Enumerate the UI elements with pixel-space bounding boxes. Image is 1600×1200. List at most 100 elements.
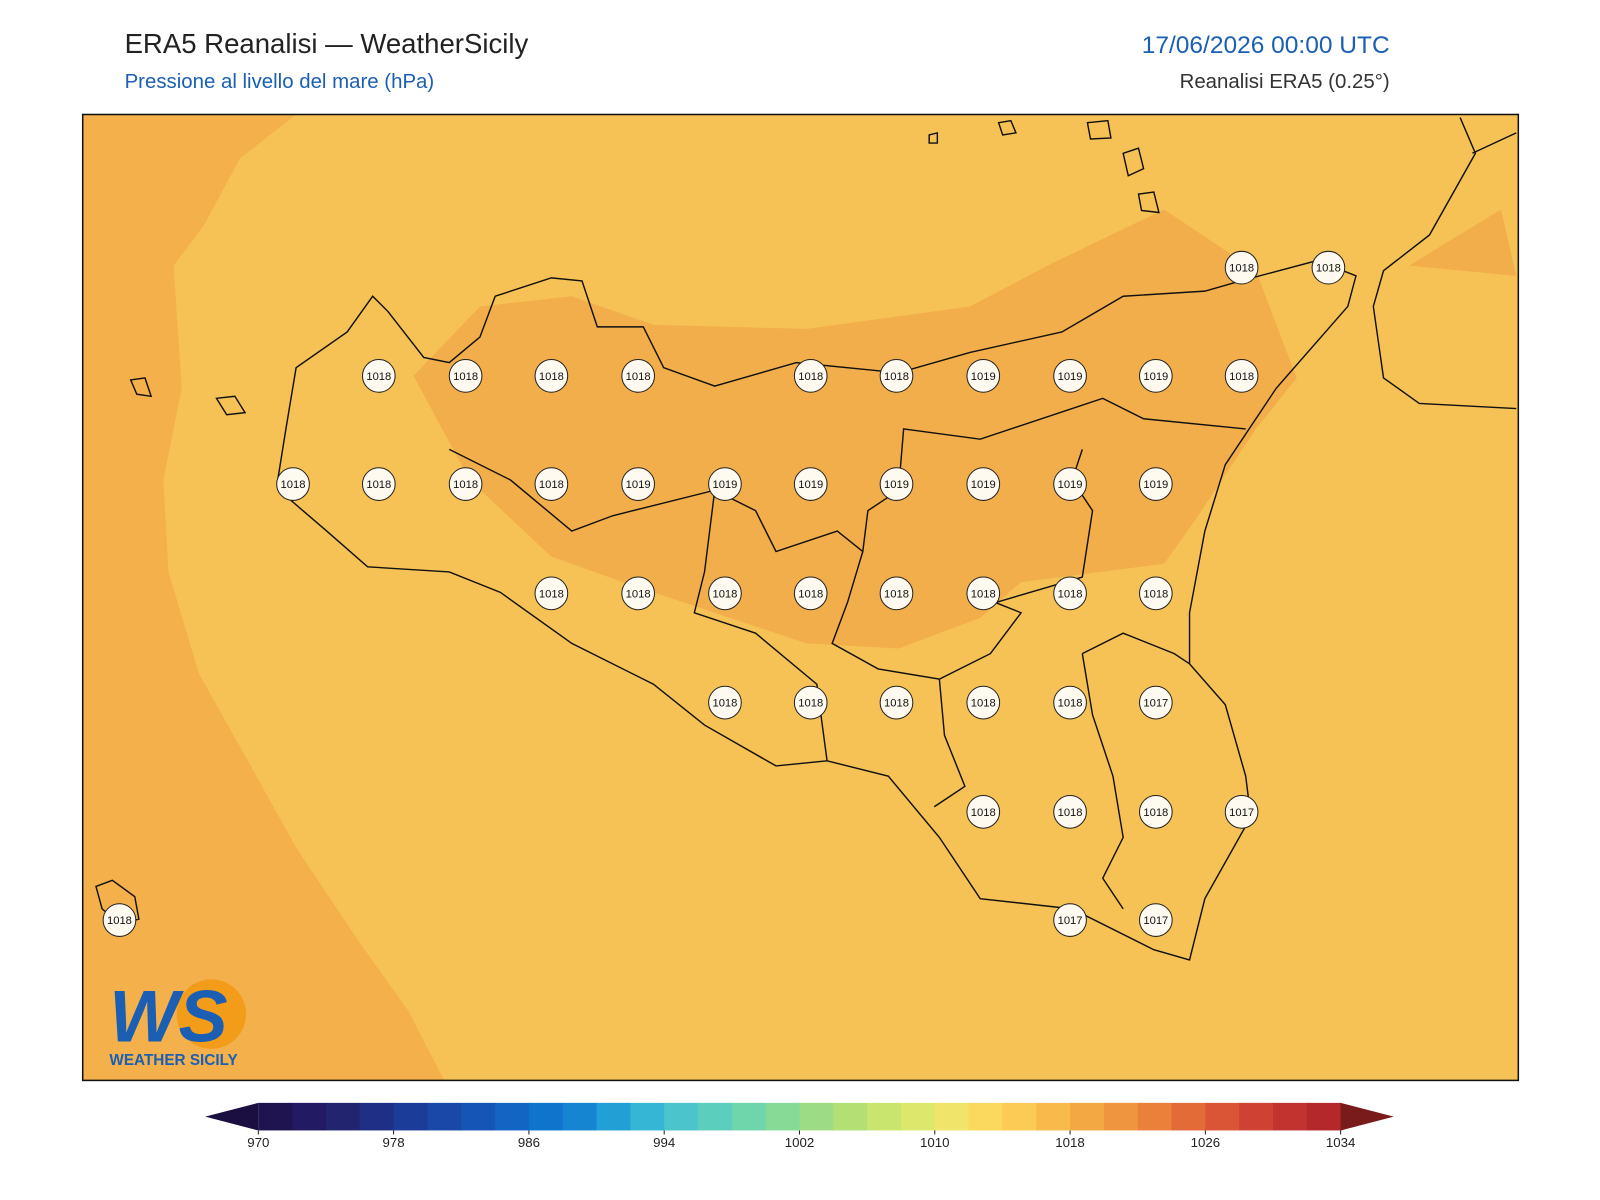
colorbar-tick-label: 1018 — [1055, 1135, 1085, 1150]
station: 1018 — [708, 685, 742, 720]
station-marker — [276, 467, 310, 501]
station-marker — [793, 359, 828, 393]
colorbar-segment — [1205, 1102, 1240, 1131]
colorbar-segment — [1273, 1102, 1308, 1131]
station-value: 1018 — [1229, 371, 1254, 383]
station-marker — [1053, 795, 1087, 829]
station: 1018 — [448, 467, 483, 501]
station-value: 1018 — [884, 698, 909, 710]
station: 1019 — [1053, 467, 1087, 501]
colorbar-tick-label: 1026 — [1191, 1135, 1221, 1150]
station-marker — [534, 576, 569, 611]
station-marker — [879, 576, 914, 611]
station: 1018 — [1138, 795, 1173, 829]
source: Reanalisi ERA5 (0.25°) — [1180, 71, 1390, 93]
station-marker — [1224, 250, 1259, 285]
station-value: 1018 — [798, 371, 823, 383]
station-marker — [966, 576, 1001, 611]
station-value: 1018 — [539, 479, 564, 491]
station: 1018 — [621, 576, 656, 611]
station: 1019 — [708, 467, 742, 501]
station-value: 1018 — [1058, 588, 1083, 600]
station-value: 1018 — [626, 588, 651, 600]
station: 1019 — [966, 467, 1001, 501]
station-marker — [708, 685, 742, 720]
station-value: 1018 — [366, 371, 391, 383]
colorbar-segment — [325, 1102, 361, 1131]
station-value: 1018 — [712, 698, 737, 710]
colorbar-segment — [833, 1102, 868, 1131]
station: 1018 — [1224, 359, 1259, 393]
station-value: 1019 — [712, 479, 737, 491]
station-value: 1018 — [884, 371, 909, 383]
map: 1018 1018 1018 1018 1018 1018 1018 1018 1019 1019… — [82, 114, 1519, 1081]
station-marker — [879, 685, 914, 720]
colorbar-segment — [1070, 1102, 1105, 1131]
logo-text: WEATHER SICILY — [109, 1052, 237, 1069]
station-marker — [793, 685, 828, 720]
station-value: 1017 — [1229, 807, 1254, 819]
station: 1018 — [879, 576, 914, 611]
colorbar-segment — [799, 1102, 834, 1131]
station-marker — [966, 467, 1001, 501]
colorbar-segment — [427, 1102, 462, 1131]
station-value: 1017 — [1143, 698, 1168, 710]
date: 17/06/2026 00:00 UTC — [1142, 32, 1390, 59]
station-marker — [1311, 250, 1346, 285]
station-value: 1018 — [281, 479, 306, 491]
station-marker — [966, 359, 1001, 393]
colorbar-segment — [393, 1102, 428, 1131]
station-marker — [1053, 576, 1087, 611]
station-marker — [1053, 903, 1087, 937]
station-marker — [361, 359, 396, 393]
station-value: 1018 — [798, 698, 823, 710]
station: 1018 — [1053, 795, 1087, 829]
station: 1018 — [1053, 685, 1087, 720]
station: 1017 — [1053, 903, 1087, 937]
colorbar-segment — [934, 1102, 970, 1131]
station-marker — [708, 576, 742, 611]
station-marker — [708, 467, 742, 501]
subtitle: Pressione al livello del mare (hPa) — [125, 71, 435, 93]
station-value: 1018 — [539, 371, 564, 383]
colorbar-tick-label: 970 — [247, 1135, 269, 1150]
station: 1018 — [276, 467, 310, 501]
station-value: 1018 — [107, 915, 132, 927]
coastline — [95, 117, 1517, 961]
colorbar-segment — [698, 1102, 733, 1131]
station-marker — [621, 576, 656, 611]
station: 1018 — [793, 576, 828, 611]
station: 1018 — [966, 576, 1001, 611]
station-value: 1018 — [884, 588, 909, 600]
station: 1018 — [534, 576, 569, 611]
colorbar-segment — [1171, 1102, 1206, 1131]
colorbar-segment — [562, 1102, 598, 1131]
colorbar-extend — [1340, 1102, 1394, 1131]
colorbar-segment — [292, 1102, 327, 1131]
colorbar: 970 978 986 994 1002 1010 1018 1026 1034 — [205, 1102, 1394, 1150]
colorbar-tick-label: 1010 — [920, 1135, 950, 1150]
logo-mark: WS — [109, 975, 227, 1058]
station: 1017 — [1224, 795, 1259, 829]
station-marker — [621, 467, 656, 501]
station: 1018 — [708, 576, 742, 611]
station-value: 1018 — [1143, 588, 1168, 600]
station-value: 1019 — [884, 479, 909, 491]
station-marker — [1053, 467, 1087, 501]
station: 1019 — [966, 359, 1001, 393]
station-marker — [793, 467, 828, 501]
station: 1019 — [1138, 467, 1173, 501]
colorbar-segment — [495, 1102, 530, 1131]
station: 1018 — [1224, 250, 1259, 285]
station-marker — [1224, 795, 1259, 829]
station: 1019 — [793, 467, 828, 501]
station-value: 1019 — [971, 479, 996, 491]
station-marker — [1138, 795, 1173, 829]
colorbar-segment — [596, 1102, 631, 1131]
station-marker — [1138, 467, 1173, 501]
station-marker — [1138, 685, 1173, 720]
station: 1018 — [621, 359, 656, 393]
field-contour — [82, 114, 445, 1081]
station: 1018 — [534, 467, 569, 501]
